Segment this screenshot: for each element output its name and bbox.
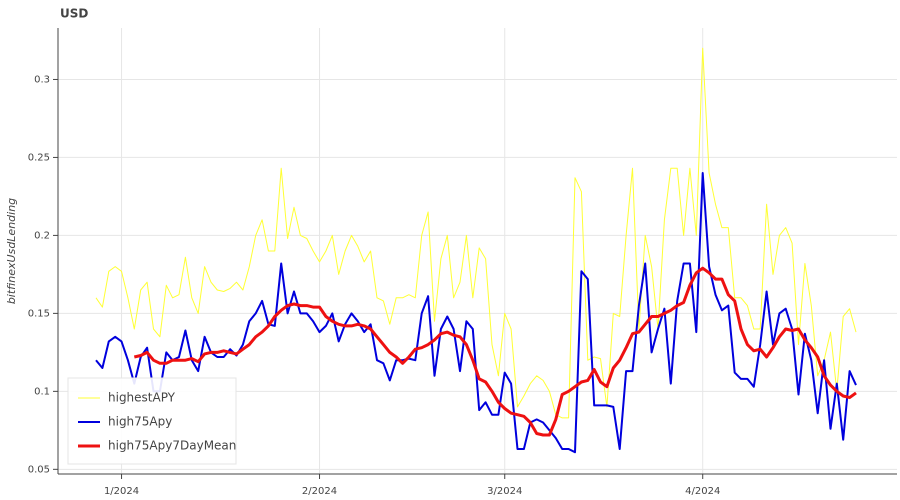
legend-label: high75Apy7DayMean (108, 439, 236, 453)
series-line (133, 266, 857, 437)
x-tick-label: 4/2024 (685, 486, 720, 497)
legend-label: high75Apy (108, 415, 172, 429)
y-tick-label: 0.2 (34, 230, 50, 241)
y-axis-label: bitfinexUsdLending (5, 198, 18, 304)
x-tick-label: 1/2024 (104, 486, 139, 497)
series-line (95, 47, 857, 419)
legend: highestAPY high75Apy high75Apy7DayMean (67, 377, 237, 465)
y-tick-label: 0.3 (34, 74, 50, 85)
y-tick-label: 0.25 (28, 152, 50, 163)
chart-title: USD (60, 7, 88, 21)
x-tick-label: 2/2024 (302, 486, 337, 497)
y-tick-label: 0.15 (28, 308, 50, 319)
legend-label: highestAPY (108, 391, 176, 405)
x-tick-label: 3/2024 (487, 486, 522, 497)
y-tick-label: 0.1 (34, 386, 50, 397)
y-tick-label: 0.05 (28, 464, 50, 475)
